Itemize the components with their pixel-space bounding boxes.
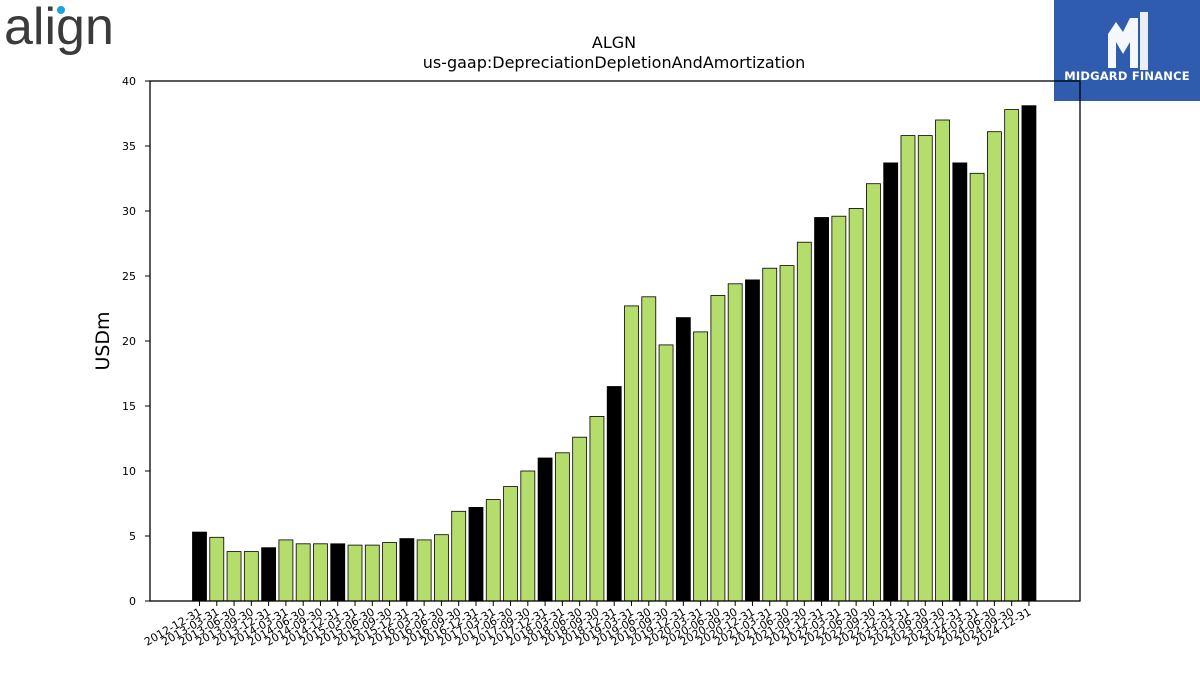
bar-2022-06-30 [848, 207, 864, 602]
y-tick-label: 35 [122, 140, 136, 153]
y-tick-label: 40 [122, 75, 136, 88]
bar-2015-12-31 [399, 538, 415, 602]
bar-2018-06-30 [572, 436, 588, 602]
bar-2017-06-30 [503, 486, 518, 602]
bar-2017-03-31 [485, 499, 501, 602]
bar-2017-09-30 [520, 470, 536, 602]
bar-2023-06-30 [917, 135, 933, 602]
y-tick-label: 10 [122, 465, 136, 478]
x-ticks: 2012-12-312013-03-312013-06-302013-09-30… [142, 601, 1033, 649]
bar-2013-09-30 [243, 551, 259, 602]
bar-2024-06-30 [986, 131, 1002, 602]
bar-2024-09-30 [1004, 109, 1020, 602]
bar-2023-03-31 [900, 135, 916, 602]
bar-2014-12-31 [330, 543, 346, 602]
bar-2019-09-30 [658, 344, 674, 602]
bar-2022-03-31 [831, 215, 847, 602]
y-tick-label: 0 [129, 595, 136, 608]
bar-2016-03-31 [416, 539, 432, 602]
bar-2023-09-30 [935, 119, 950, 602]
bar-2016-12-31 [468, 506, 484, 602]
bar-2014-09-30 [313, 543, 328, 602]
bar-2019-03-31 [624, 305, 639, 602]
bar-2021-09-30 [796, 241, 812, 602]
bar-2013-03-31 [209, 536, 225, 602]
bar-2019-12-31 [675, 317, 691, 602]
y-tick-label: 30 [122, 205, 136, 218]
bar-2015-06-30 [364, 544, 380, 602]
bar-2024-12-31 [1021, 105, 1037, 602]
bar-2016-09-30 [451, 510, 467, 602]
align-logo: align [4, 0, 134, 62]
chart-title: ALGN [592, 33, 636, 52]
y-ticks: 0 5 10 15 20 25 30 35 40 [122, 75, 150, 608]
midgard-logo-text: MIDGARD FINANCE [1064, 69, 1190, 83]
bars-group [192, 105, 1037, 602]
plot-frame [149, 80, 1081, 602]
bar-2020-12-31 [745, 279, 760, 602]
bar-2014-06-30 [295, 543, 311, 602]
y-tick-label: 15 [122, 400, 136, 413]
y-tick-label: 25 [122, 270, 136, 283]
bar-2022-09-30 [866, 183, 881, 602]
bar-2015-09-30 [382, 542, 397, 602]
midgard-logo-mark [1108, 12, 1148, 70]
y-tick-label: 20 [122, 335, 136, 348]
bar-2021-12-31 [814, 217, 829, 602]
bar-2019-06-30 [641, 296, 657, 602]
chart-subtitle: us-gaap:DepreciationDepletionAndAmortiza… [423, 53, 806, 72]
align-logo-mark: align [4, 0, 114, 56]
align-logo-dot [57, 6, 65, 14]
bar-2018-12-31 [606, 386, 622, 602]
bar-2023-12-31 [952, 162, 968, 602]
midgard-finance-logo: MIDGARD FINANCE [1054, 0, 1200, 101]
bar-2018-03-31 [554, 452, 570, 602]
bar-2015-03-31 [347, 544, 363, 602]
y-axis-label: USDm [92, 311, 114, 370]
bar-2016-06-30 [434, 534, 449, 602]
bar-2020-03-31 [693, 331, 709, 602]
bar-2017-12-31 [537, 457, 553, 602]
bar-2021-03-31 [762, 267, 778, 602]
bar-2018-09-30 [589, 415, 605, 602]
bar-2012-12-31 [192, 531, 207, 602]
bar-2013-06-30 [226, 551, 242, 602]
bar-2020-09-30 [727, 283, 743, 602]
bar-2014-03-31 [278, 539, 294, 602]
bar-2013-12-31 [261, 547, 277, 602]
bar-2021-06-30 [779, 265, 795, 602]
bar-2020-06-30 [710, 295, 726, 602]
bar-2022-12-31 [883, 162, 899, 602]
y-tick-label: 5 [129, 530, 136, 543]
bar-2024-03-31 [969, 172, 985, 602]
